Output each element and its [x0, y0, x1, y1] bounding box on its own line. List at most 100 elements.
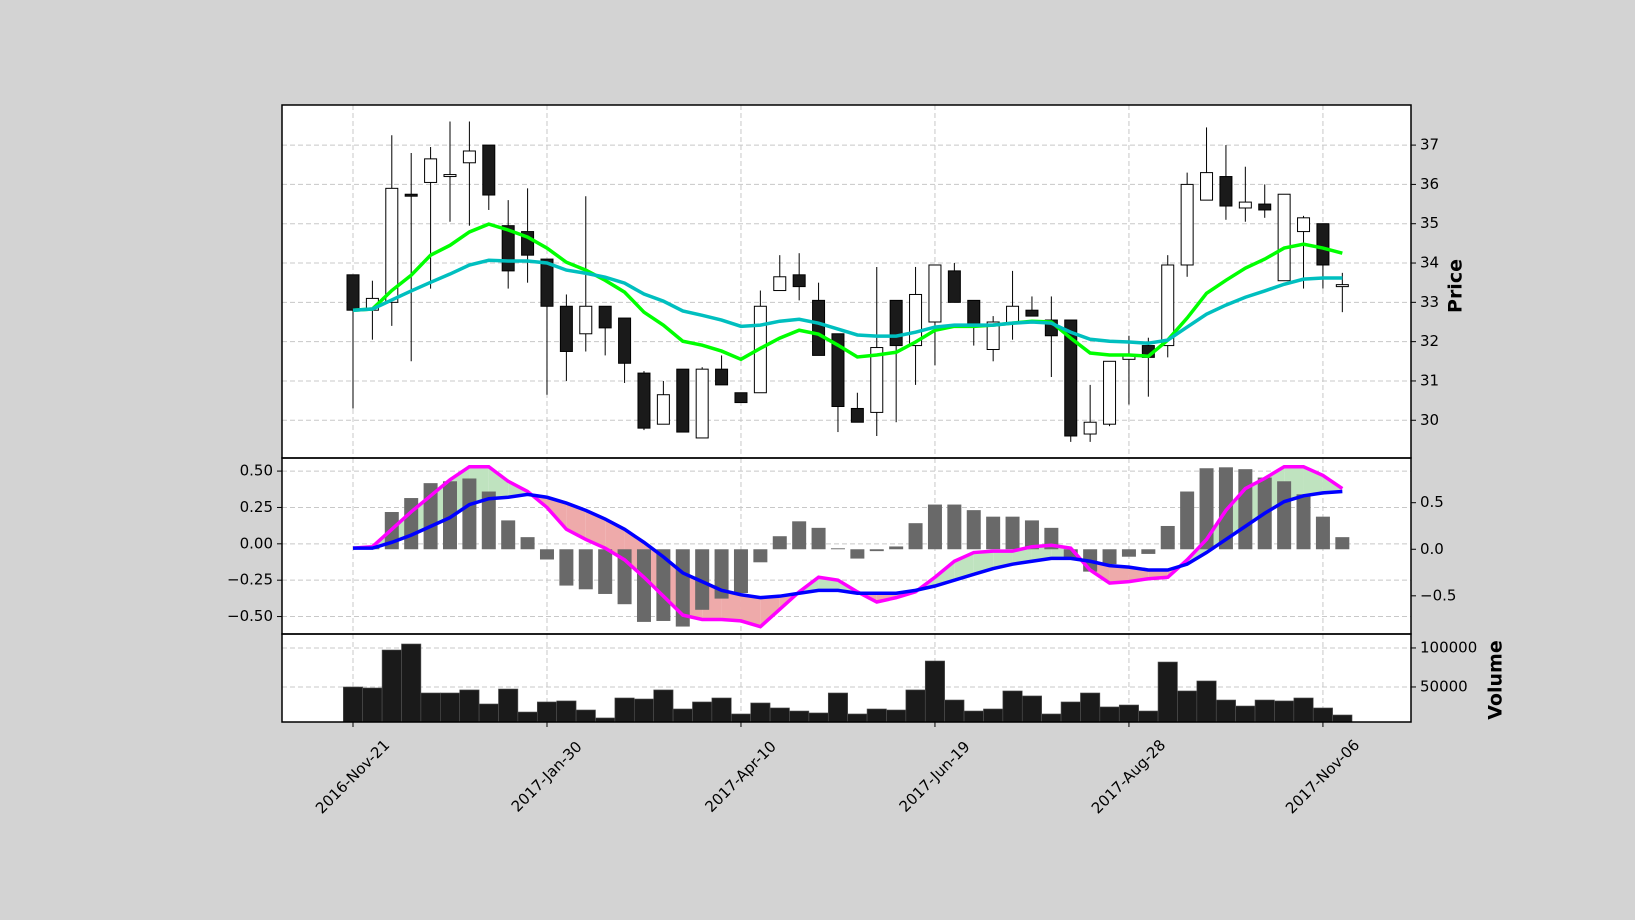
- volume-bar: [614, 697, 635, 723]
- candle-body: [986, 321, 1000, 351]
- y-tick-label: −0.50: [227, 607, 273, 625]
- candle-body: [734, 392, 748, 404]
- candle-body: [598, 305, 612, 329]
- y-tick-label: 0.50: [240, 462, 273, 480]
- candle-body: [715, 368, 729, 386]
- volume-bar: [905, 689, 926, 723]
- x-tick-label: 2017-Nov-06: [1282, 736, 1363, 817]
- candle-body: [812, 299, 826, 356]
- candle-body: [482, 144, 496, 196]
- volume-bar: [1196, 680, 1217, 723]
- histogram-bar: [733, 549, 748, 594]
- macd-fill: [1031, 545, 1052, 562]
- candle-body: [889, 299, 903, 347]
- histogram-bar: [947, 504, 962, 550]
- histogram-bar: [481, 491, 496, 550]
- volume-bar: [944, 699, 965, 723]
- macd-fill: [1109, 565, 1129, 584]
- x-tick-label: 2017-Jan-30: [508, 738, 586, 816]
- y-tick-label: 35: [1420, 214, 1439, 232]
- histogram-bar: [927, 504, 942, 550]
- candle-body: [831, 333, 845, 408]
- histogram-bar: [559, 549, 574, 586]
- volume-bar: [1274, 700, 1295, 723]
- histogram-bar: [1121, 549, 1136, 557]
- volume-bar: [1041, 713, 1062, 723]
- volume-bar: [789, 710, 810, 723]
- candle-body: [540, 258, 554, 307]
- volume-bar: [924, 660, 945, 723]
- histogram-bar: [1160, 525, 1175, 550]
- candle-body: [579, 305, 593, 335]
- candle-body: [559, 305, 573, 352]
- candle-body: [462, 150, 476, 164]
- price-axis-label: Price: [1445, 259, 1467, 313]
- histogram-bar: [520, 537, 535, 550]
- histogram-bar: [695, 549, 710, 610]
- volume-bar: [1118, 704, 1139, 723]
- volume-bar: [439, 692, 460, 723]
- histogram-bar: [830, 548, 845, 550]
- candle-body: [443, 174, 457, 178]
- histogram-bar: [539, 549, 554, 560]
- volume-axis-label: Volume: [1485, 640, 1507, 719]
- y-tick-label: 0.25: [240, 498, 273, 516]
- volume-bar: [633, 698, 654, 723]
- volume-bar: [556, 700, 577, 723]
- candle-body: [385, 187, 399, 303]
- volume-bar: [711, 697, 732, 723]
- histogram-bar: [869, 549, 884, 552]
- volume-bar: [963, 710, 984, 723]
- histogram-bar: [1102, 549, 1117, 565]
- x-tick-label: 2017-Aug-28: [1088, 736, 1169, 817]
- volume-bar: [401, 643, 422, 723]
- x-tick-label: 2016-Nov-21: [312, 736, 393, 817]
- y-tick-label: −0.25: [227, 571, 273, 589]
- volume-bar: [459, 689, 480, 723]
- volume-bar: [1157, 661, 1178, 723]
- candle-body: [947, 270, 961, 303]
- candle-body: [1064, 319, 1078, 437]
- candle-body: [676, 368, 690, 433]
- axes-background: [282, 105, 1411, 722]
- macd-fill: [585, 510, 606, 549]
- x-tick-label: 2017-Jun-19: [896, 738, 974, 816]
- moving-average: [352, 258, 1343, 345]
- candle-body: [1238, 201, 1252, 209]
- volume-bar: [381, 649, 402, 723]
- histogram-bar: [1180, 491, 1195, 550]
- candle-body: [404, 193, 418, 197]
- candle-body: [967, 299, 981, 325]
- candle-body: [928, 264, 942, 323]
- candle-body: [1161, 264, 1175, 347]
- histogram-bar: [811, 527, 826, 550]
- volume-bar: [1021, 695, 1042, 723]
- histogram-bar: [1335, 537, 1350, 550]
- y-tick-label: 0.0: [1420, 540, 1444, 558]
- histogram-bar: [714, 549, 729, 599]
- candle-body: [1219, 176, 1233, 207]
- histogram-bar: [1141, 549, 1156, 554]
- volume-bar: [750, 702, 771, 723]
- volume-bar: [866, 708, 887, 723]
- volume-bar: [1080, 692, 1101, 723]
- volume-bar: [653, 689, 674, 723]
- candle-body: [637, 372, 651, 429]
- histogram-bar: [1005, 516, 1020, 550]
- candle-body: [870, 347, 884, 413]
- x-tick-label: 2017-Apr-10: [701, 737, 779, 815]
- histogram-bar: [1277, 481, 1292, 550]
- histogram-bar: [753, 549, 768, 563]
- histogram-bar: [656, 549, 671, 621]
- candle-body: [1083, 421, 1097, 435]
- volume-frame: [281, 633, 1412, 723]
- macd-line: [352, 489, 1343, 600]
- volume-bar: [730, 713, 751, 723]
- histogram-bar: [1296, 494, 1311, 550]
- histogram-bar: [792, 521, 807, 550]
- volume-bar: [575, 709, 596, 723]
- candle-body: [792, 274, 806, 288]
- y-tick-label: 31: [1420, 371, 1439, 389]
- y-tick-label: 37: [1420, 136, 1439, 154]
- candle-body: [618, 317, 632, 364]
